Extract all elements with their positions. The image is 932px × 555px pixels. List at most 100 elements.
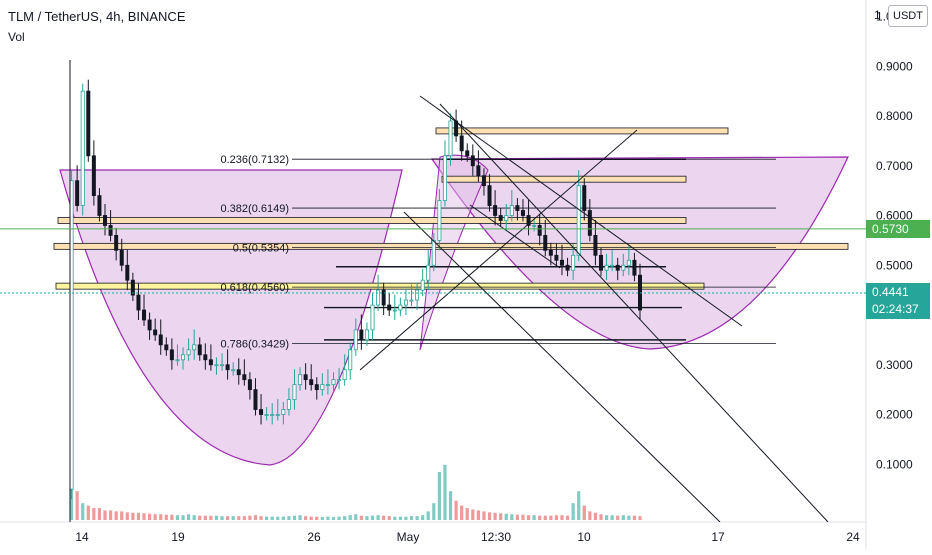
price-tick-label: 0.8000 <box>876 109 913 123</box>
candle-body <box>621 264 626 271</box>
price-tick-label: 1 <box>874 8 881 22</box>
volume-bar <box>253 515 258 520</box>
volume-bar <box>136 512 141 520</box>
volume-bar <box>248 515 252 520</box>
volume-bar <box>415 516 419 520</box>
volume-bar <box>125 512 129 520</box>
candle-body <box>247 379 252 391</box>
bar-countdown: 02:24:37 <box>872 302 919 317</box>
volume-bar <box>354 514 358 520</box>
candle-body <box>342 369 347 381</box>
candle-body <box>398 304 403 311</box>
candle-body <box>515 205 520 211</box>
candle-body <box>314 384 319 391</box>
candle-body <box>431 239 436 266</box>
volume-bar <box>292 515 297 520</box>
candle-body <box>153 329 158 336</box>
candle-body <box>348 349 353 371</box>
last-price-tag: 0.4441 02:24:37 <box>866 283 930 320</box>
candle-body <box>403 299 408 306</box>
price-band <box>441 175 687 183</box>
volume-bar <box>382 515 386 520</box>
candle-body <box>370 304 375 331</box>
volume-bar <box>560 515 564 520</box>
candle-body <box>493 205 498 216</box>
volume-bar <box>276 516 280 520</box>
time-tick-label: May <box>397 530 420 544</box>
candle-body <box>437 200 442 241</box>
price-tick-label: 0.1000 <box>876 457 913 471</box>
volume-bar <box>75 491 79 520</box>
volume-bar <box>242 516 246 520</box>
candle-body <box>409 299 414 302</box>
volume-bar <box>454 500 458 520</box>
candle-body <box>303 374 308 381</box>
candle-body <box>130 279 135 296</box>
candle-body <box>448 120 453 157</box>
candle-body <box>364 329 369 341</box>
candle-body <box>181 354 186 361</box>
volume-bar <box>309 516 313 520</box>
volume-bar <box>281 516 285 520</box>
volume-bar <box>198 515 202 520</box>
volume-bar <box>181 515 185 520</box>
volume-bar <box>493 512 497 520</box>
volume-bar <box>237 516 241 520</box>
candle-body <box>158 334 163 346</box>
volume-bar <box>398 516 402 520</box>
currency-button[interactable]: USDT <box>888 5 928 27</box>
candle-body <box>487 185 492 206</box>
volume-bar <box>616 515 620 520</box>
time-tick-label: 19 <box>171 530 185 544</box>
volume-bar <box>632 515 637 520</box>
volume-bar <box>298 515 302 520</box>
candle-body <box>97 195 102 216</box>
volume-bar <box>86 505 90 520</box>
candle-body <box>147 319 152 331</box>
candle-body <box>571 254 576 271</box>
trend-line-2 <box>439 103 829 522</box>
volume-bar <box>220 516 224 520</box>
volume-bar <box>270 516 274 520</box>
volume-bar <box>370 515 375 520</box>
candle-body <box>582 185 587 211</box>
volume-bar <box>588 511 592 520</box>
candle-body <box>604 264 609 271</box>
volume-bar <box>409 516 414 520</box>
volume-bar <box>209 515 213 520</box>
support-price-tag: 0.5730 <box>866 219 930 238</box>
volume-bar <box>487 512 492 520</box>
volume-bar <box>599 514 603 520</box>
time-tick-label: 10 <box>577 530 591 544</box>
volume-bars <box>69 462 642 520</box>
volume-bar <box>565 515 570 520</box>
volume-bar <box>426 511 430 520</box>
fib-level-label: 0.382(0.6149) <box>221 203 290 215</box>
volume-bar <box>515 514 519 520</box>
volume-bar <box>214 515 219 520</box>
volume-bar <box>482 511 486 520</box>
candle-body <box>225 364 230 371</box>
volume-bar <box>142 513 146 520</box>
candle-body <box>325 384 330 387</box>
fib-level-label: 0.5(0.5354) <box>233 243 289 255</box>
trend-line-1 <box>419 95 743 327</box>
candle-body <box>320 384 325 391</box>
volume-bar <box>526 515 531 520</box>
volume-bar <box>421 515 425 520</box>
volume-bar <box>231 516 235 520</box>
candle-body <box>576 185 581 256</box>
price-tick-label: 0.2000 <box>876 408 913 422</box>
time-axis[interactable]: 14 19 26 May 12:30 10 17 24 <box>75 530 860 544</box>
volume-bar <box>443 464 447 520</box>
volume-bar <box>393 516 397 520</box>
price-axis[interactable]: 1.00000.90000.80000.70000.60000.50000.30… <box>874 8 913 471</box>
volume-bar <box>192 515 196 520</box>
price-tick-label: 0.9000 <box>876 59 913 73</box>
candle-body <box>465 150 470 157</box>
volume-bar <box>159 514 163 520</box>
volume-bar <box>315 516 319 520</box>
candle-body <box>142 309 147 321</box>
